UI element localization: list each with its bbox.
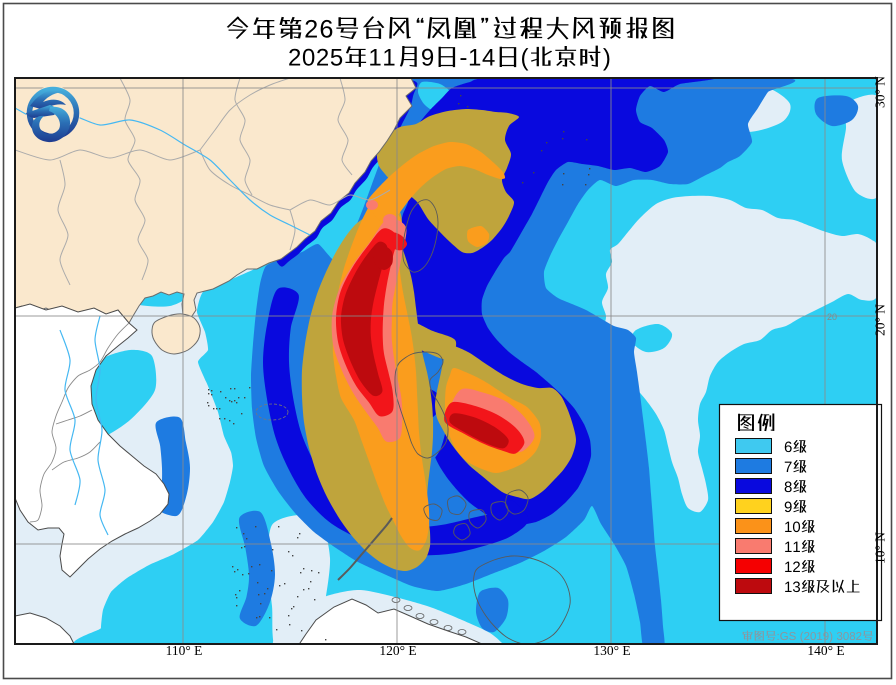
svg-text:140° E: 140° E — [807, 643, 844, 658]
svg-text:20° N: 20° N — [873, 304, 888, 336]
svg-text:30° N: 30° N — [873, 76, 888, 108]
svg-text:20: 20 — [827, 312, 837, 322]
svg-text:120° E: 120° E — [379, 643, 416, 658]
svg-text:10° N: 10° N — [873, 532, 888, 564]
svg-text:130° E: 130° E — [593, 643, 630, 658]
svg-text:110° E: 110° E — [166, 643, 203, 658]
